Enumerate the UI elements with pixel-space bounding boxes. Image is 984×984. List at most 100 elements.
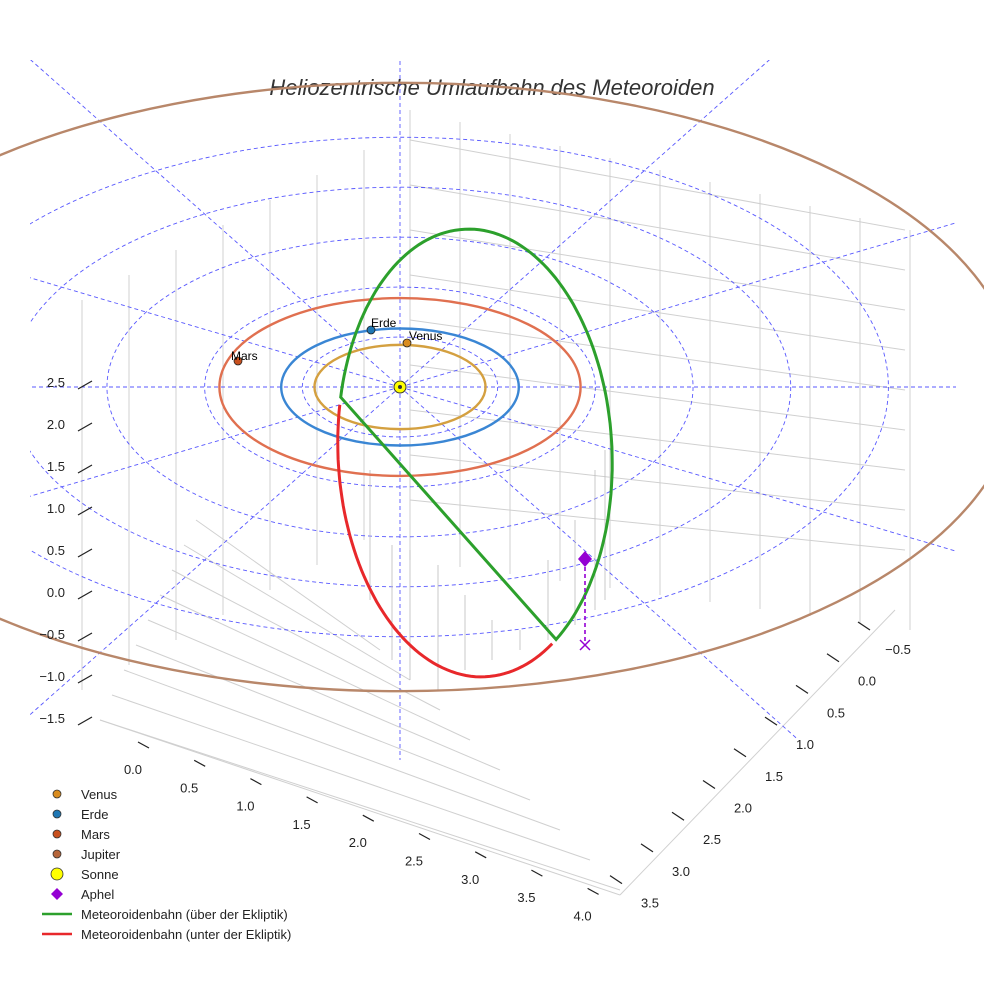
z-tick-label: 2.0 — [47, 417, 65, 432]
grid-line — [147, 619, 501, 771]
grid-line — [195, 519, 381, 651]
z-tick-label: 0.5 — [47, 543, 65, 558]
z-tick-mark — [77, 548, 93, 558]
z-tick-mark — [77, 590, 93, 600]
x-tick-mark — [250, 778, 262, 786]
x-tick-mark — [306, 796, 318, 804]
y-tick-mark — [671, 811, 685, 821]
grid-line — [409, 274, 906, 351]
grid-line — [409, 364, 906, 431]
grid-line — [183, 544, 411, 681]
grid-line — [171, 569, 441, 711]
x-tick-mark — [137, 741, 150, 749]
z-tick-label: −0.5 — [39, 627, 65, 642]
legend-label: Meteoroidenbahn (über der Ekliptik) — [81, 907, 288, 922]
y-tick-mark — [609, 875, 623, 885]
y-tick-label: 2.5 — [703, 832, 721, 847]
grid-line — [409, 229, 906, 311]
meteoroid-orbit-above — [339, 227, 614, 642]
z-tick-mark — [77, 716, 93, 726]
planet-label-erde: Erde — [371, 316, 397, 330]
x-tick-mark — [418, 832, 431, 841]
legend: Venus Erde Mars Jupiter Sonne Aphel Meteoroide… — [42, 787, 291, 942]
y-tick-mark — [733, 748, 747, 758]
z-tick-mark — [77, 674, 93, 684]
markers: Venus Erde Mars — [231, 316, 592, 651]
ecliptic-radial — [30, 386, 401, 716]
axis-ticks: −1.5 −1.0 −0.5 0.0 0.5 1.0 1.5 2.0 2.5 0.0 0.5 1.0 1… — [39, 375, 911, 923]
y-tick-label: 3.0 — [672, 864, 690, 879]
y-tick-mark — [857, 621, 871, 631]
legend-item: Meteoroidenbahn (über der Ekliptik) — [42, 907, 288, 922]
grid-line — [123, 669, 561, 831]
drop-lines — [369, 450, 606, 690]
grid-line — [99, 719, 621, 891]
legend-label: Venus — [81, 787, 118, 802]
x-tick-mark — [474, 851, 487, 859]
aphel-projection-marker — [579, 639, 591, 651]
z-tick-label: 0.0 — [47, 585, 65, 600]
z-tick-mark — [77, 464, 93, 474]
ecliptic-circle — [30, 186, 792, 588]
legend-label: Meteoroidenbahn (unter der Ekliptik) — [81, 927, 291, 942]
legend-item: Jupiter — [52, 847, 121, 862]
meteoroid-orbit — [336, 227, 614, 679]
planet-marker-mars — [233, 356, 243, 366]
y-tick-mark — [795, 684, 809, 694]
sun-center — [398, 385, 402, 389]
chart-title: Heliozentrische Umlaufbahn des Meteoroid… — [269, 75, 714, 100]
legend-label: Mars — [81, 827, 110, 842]
grid-line — [409, 139, 906, 231]
y-tick-mark — [702, 780, 716, 789]
orbit-mars — [218, 296, 582, 478]
x-tick-label: 2.0 — [349, 835, 367, 850]
x-tick-label: 1.5 — [293, 817, 311, 832]
grid-line — [111, 694, 591, 861]
x-tick-label: 4.0 — [574, 908, 592, 923]
y-tick-label: −0.5 — [885, 642, 911, 657]
ecliptic-circle — [204, 286, 596, 488]
legend-item: Sonne — [50, 867, 119, 882]
x-tick-label: 2.5 — [405, 854, 423, 869]
planet-marker-erde — [366, 325, 376, 335]
grid-line — [409, 184, 906, 271]
planet-label-venus: Venus — [409, 329, 442, 343]
meteoroid-orbit-below — [336, 404, 554, 679]
grid-line — [409, 409, 906, 471]
grid-line — [99, 719, 621, 896]
y-tick-label: 1.5 — [765, 769, 783, 784]
z-tick-label: 1.0 — [47, 501, 65, 516]
legend-item: Mars — [52, 827, 110, 842]
y-tick-label: 3.5 — [641, 896, 659, 911]
z-tick-mark — [77, 632, 93, 642]
grid-line — [409, 319, 906, 391]
z-tick-label: 1.5 — [47, 459, 65, 474]
grid-line — [409, 499, 906, 551]
y-tick-label: 0.5 — [827, 705, 845, 720]
x-tick-mark — [362, 814, 375, 822]
legend-marker — [52, 789, 62, 799]
z-tick-label: −1.0 — [39, 669, 65, 684]
ecliptic-radial — [30, 386, 401, 497]
legend-marker — [52, 849, 62, 859]
ecliptic-circle — [106, 236, 694, 538]
grid-line — [135, 644, 531, 801]
legend-label: Jupiter — [81, 847, 121, 862]
orbit-erde — [280, 327, 521, 447]
y-tick-mark — [826, 653, 840, 663]
planet-label-mars: Mars — [231, 349, 258, 363]
orbit-jupiter — [0, 81, 984, 693]
x-tick-label: 0.5 — [180, 780, 198, 795]
legend-item: Venus — [52, 787, 118, 802]
legend-item: Meteoroidenbahn (unter der Ekliptik) — [42, 927, 291, 942]
x-tick-label: 3.0 — [461, 872, 479, 887]
grid-line — [619, 609, 896, 896]
x-tick-label: 1.0 — [236, 799, 254, 814]
ecliptic-grid — [30, 60, 956, 760]
legend-label: Erde — [81, 807, 108, 822]
legend-label: Sonne — [81, 867, 119, 882]
y-tick-label: 0.0 — [858, 674, 876, 689]
y-tick-mark — [764, 716, 778, 726]
z-tick-label: 2.5 — [47, 375, 65, 390]
